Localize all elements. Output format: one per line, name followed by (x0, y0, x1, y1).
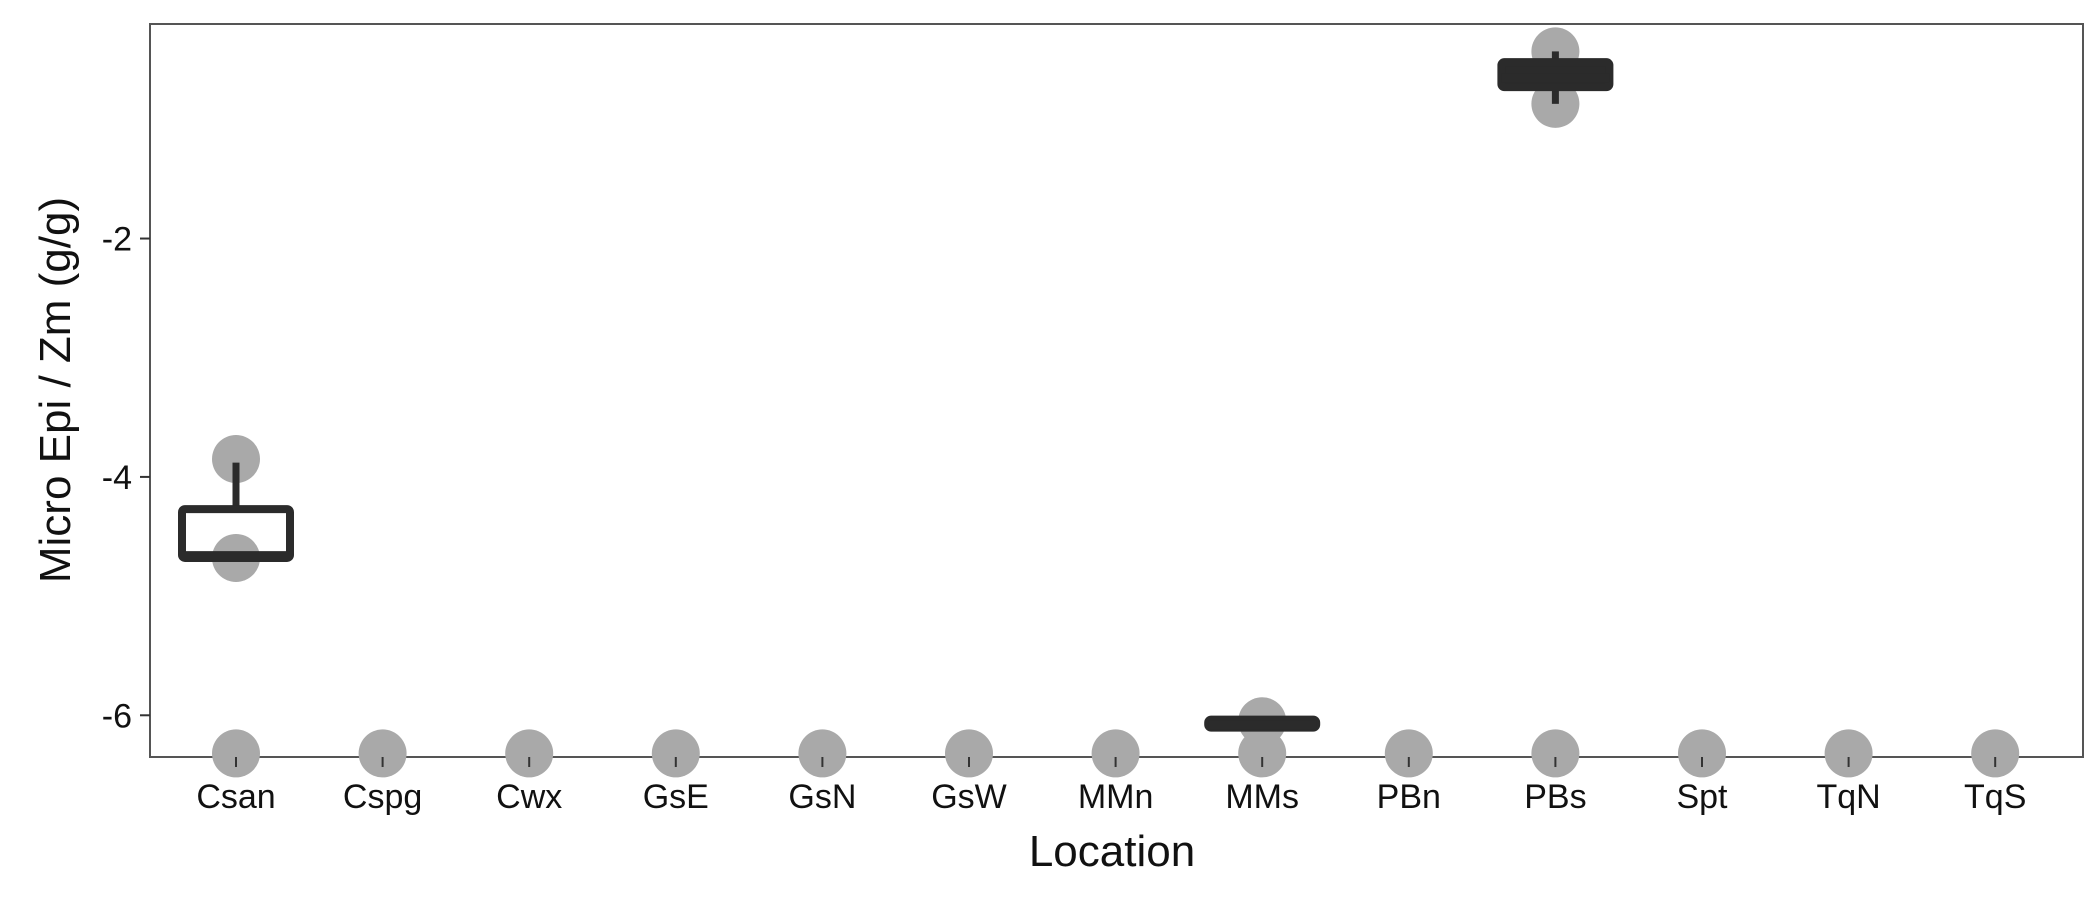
box-Csan (178, 462, 294, 562)
y-tick-label: -2 (102, 221, 132, 259)
data-point (1824, 729, 1873, 778)
data-point (358, 729, 407, 778)
x-tick-label: TqS (1964, 778, 2026, 816)
x-tick-label: MMs (1225, 778, 1299, 816)
x-tick-label: GsW (931, 778, 1007, 816)
data-point (1238, 729, 1287, 778)
plot-panel (149, 23, 2084, 758)
y-tick-label: -6 (102, 697, 132, 735)
data-point (1971, 729, 2020, 778)
x-tick-label: MMn (1078, 778, 1154, 816)
x-tick-label: PBn (1377, 778, 1441, 816)
data-point (1678, 729, 1726, 778)
data-point (651, 729, 700, 778)
y-tick-label: -4 (102, 459, 132, 497)
x-tick-label: PBs (1524, 778, 1586, 816)
x-tick-label: GsN (788, 778, 856, 816)
x-tick-label: Spt (1676, 778, 1728, 816)
data-point (1384, 729, 1433, 778)
x-tick-label: Cwx (496, 778, 562, 816)
data-point (1091, 729, 1140, 778)
box-MMs (1204, 715, 1321, 732)
x-axis-title: Location (1029, 827, 1195, 876)
data-point (945, 729, 993, 778)
box-PBs (1497, 51, 1614, 104)
x-tick-label: Csan (196, 778, 275, 816)
points-layer (212, 27, 2020, 778)
data-point (212, 435, 260, 484)
data-point (798, 729, 847, 778)
x-tick-label: TqN (1816, 778, 1880, 816)
y-axis-title: Micro Epi / Zm (g/g) (31, 197, 80, 583)
data-point (212, 729, 260, 778)
x-tick-label: Cspg (343, 778, 422, 816)
axes-layer: Csan Cspg Cwx GsE GsN GsW MMn MMs PBn PBs Spt TqN Tq… (102, 221, 2027, 816)
boxes-layer (178, 51, 1614, 732)
x-tick-label: GsE (643, 778, 709, 816)
data-point (1531, 729, 1580, 778)
data-point (505, 729, 554, 778)
